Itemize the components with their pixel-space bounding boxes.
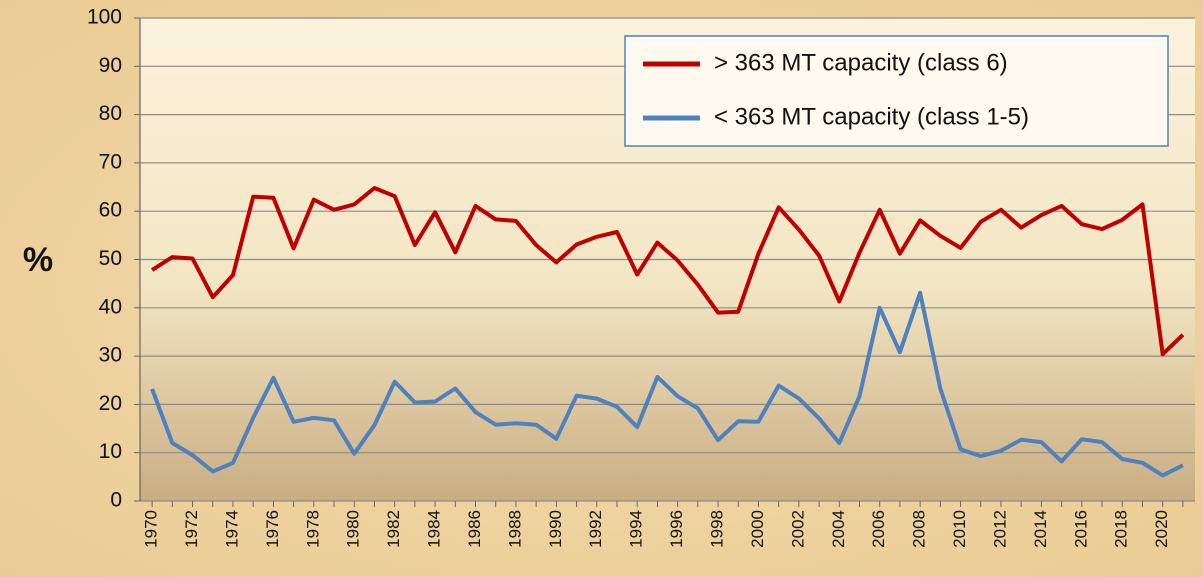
legend: > 363 MT capacity (class 6) < 363 MT capa… bbox=[624, 35, 1169, 147]
x-tick-label: 1972 bbox=[182, 510, 201, 548]
x-tick-label: 2002 bbox=[788, 510, 807, 548]
y-tick-label: 100 bbox=[87, 6, 122, 29]
x-tick-label: 2000 bbox=[748, 510, 767, 548]
x-tick-label: 1994 bbox=[627, 510, 646, 548]
x-tick-label: 1990 bbox=[546, 510, 565, 548]
y-axis-label: % bbox=[23, 241, 53, 279]
y-tick-label: 80 bbox=[99, 102, 122, 125]
x-tick-label: 2006 bbox=[869, 510, 888, 548]
y-tick-label: 20 bbox=[99, 392, 122, 415]
x-tick-label: 2004 bbox=[829, 510, 848, 548]
x-tick-label: 1974 bbox=[222, 510, 241, 548]
y-tick-label: 40 bbox=[99, 295, 122, 318]
x-tick-label: 1976 bbox=[263, 510, 282, 548]
y-tick-label: 50 bbox=[99, 247, 122, 270]
x-tick-label: 2020 bbox=[1152, 510, 1171, 548]
x-tick-label: 2012 bbox=[990, 510, 1009, 548]
y-tick-label: 30 bbox=[99, 344, 122, 367]
legend-box bbox=[624, 35, 1169, 147]
x-tick-label: 1970 bbox=[142, 510, 161, 548]
x-tick-label: 2010 bbox=[950, 510, 969, 548]
x-tick-label: 2016 bbox=[1071, 510, 1090, 548]
legend-label: > 363 MT capacity (class 6) bbox=[714, 49, 1008, 76]
data-line bbox=[150, 290, 1184, 478]
legend-label: < 363 MT capacity (class 1-5) bbox=[714, 103, 1029, 130]
x-tick-label: 1984 bbox=[425, 510, 444, 548]
x-tick-label: 1998 bbox=[708, 510, 727, 548]
y-tick-label: 10 bbox=[99, 440, 122, 463]
data-line bbox=[151, 186, 1185, 357]
x-tick-label: 1992 bbox=[586, 510, 605, 548]
x-tick-label: 1996 bbox=[667, 510, 686, 548]
x-tick-label: 1988 bbox=[505, 510, 524, 548]
x-tick-label: 1986 bbox=[465, 510, 484, 548]
x-tick-label: 1980 bbox=[344, 510, 363, 548]
y-tick-label: 90 bbox=[99, 54, 122, 77]
x-tick-label: 1982 bbox=[384, 510, 403, 548]
y-tick-label: 60 bbox=[99, 199, 122, 222]
y-tick-label: 0 bbox=[110, 489, 122, 512]
x-tick-label: 2014 bbox=[1031, 510, 1050, 548]
x-tick-label: 2008 bbox=[910, 510, 929, 548]
x-tick-label: 1978 bbox=[303, 510, 322, 548]
x-tick-label: 2018 bbox=[1112, 510, 1131, 548]
y-tick-label: 70 bbox=[99, 150, 122, 173]
